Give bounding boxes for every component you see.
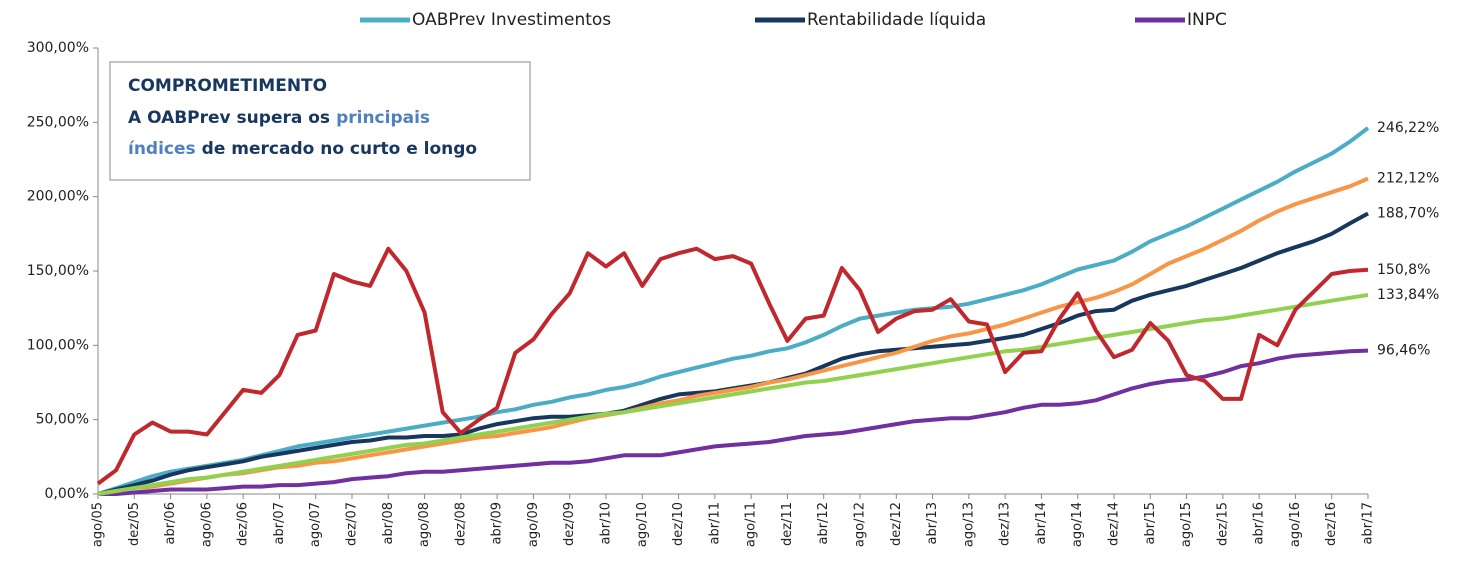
annotation-title: COMPROMETIMENTO — [128, 76, 327, 96]
x-tick-label: ago/07 — [308, 502, 323, 547]
x-tick-label: dez/10 — [671, 502, 686, 546]
annotation-text: de mercado no curto e longo — [202, 139, 477, 159]
series-line — [98, 348, 1369, 496]
series-line — [96, 246, 1369, 486]
y-tick-label: 200,00% — [27, 189, 89, 205]
series-line — [97, 126, 1370, 496]
x-tick-label: ago/11 — [744, 502, 759, 547]
x-tick-label: ago/08 — [417, 502, 432, 547]
legend-label: INPC — [1187, 10, 1227, 30]
x-tick-label: dez/13 — [998, 502, 1013, 546]
end-label: 150,8% — [1377, 262, 1430, 278]
y-tick-label: 250,00% — [27, 114, 89, 130]
x-tick-label: ago/15 — [1179, 502, 1194, 547]
end-label: 246,22% — [1377, 120, 1439, 136]
x-tick-label: ago/12 — [853, 502, 868, 547]
x-tick-label: dez/08 — [453, 502, 468, 546]
annotation-line: índices de mercado no curto e longo — [128, 139, 477, 159]
x-tick-label: ago/09 — [526, 502, 541, 547]
end-label: 96,46% — [1377, 343, 1430, 359]
legend-label: Rentabilidade líquida — [807, 10, 986, 30]
legend-label: OABPrev Investimentos — [412, 10, 611, 30]
x-tick-label: dez/11 — [780, 502, 795, 546]
y-tick-label: 0,00% — [45, 486, 89, 502]
x-tick-label: abr/13 — [925, 502, 940, 545]
x-tick-label: dez/14 — [1107, 502, 1122, 546]
end-label: 188,70% — [1377, 205, 1439, 221]
x-tick-label: abr/15 — [1143, 502, 1158, 545]
y-tick-label: 300,00% — [27, 40, 89, 56]
x-tick-label: abr/07 — [272, 502, 287, 545]
x-tick-label: dez/05 — [127, 502, 142, 546]
y-tick-label: 50,00% — [36, 412, 89, 428]
x-tick-label: dez/09 — [562, 502, 577, 546]
x-tick-label: abr/08 — [381, 502, 396, 545]
x-tick-label: ago/14 — [1070, 502, 1085, 547]
series-line — [97, 176, 1369, 496]
annotation-highlight: principais — [336, 108, 430, 128]
x-tick-label: abr/17 — [1361, 502, 1376, 545]
x-tick-label: abr/11 — [707, 502, 722, 545]
annotation-box — [109, 61, 531, 181]
x-tick-label: dez/06 — [236, 502, 251, 546]
end-label: 133,84% — [1377, 287, 1439, 303]
x-tick-label: dez/15 — [1215, 502, 1230, 546]
x-tick-label: ago/13 — [961, 502, 976, 547]
y-tick-label: 100,00% — [27, 337, 89, 353]
x-tick-label: abr/16 — [1252, 502, 1267, 545]
x-tick-label: ago/16 — [1288, 502, 1303, 547]
x-tick-label: abr/12 — [816, 502, 831, 545]
x-tick-label: ago/06 — [199, 502, 214, 547]
series-line — [97, 293, 1369, 496]
annotation-highlight: índices — [128, 139, 196, 159]
x-tick-label: dez/12 — [889, 502, 904, 546]
x-tick-label: dez/07 — [345, 502, 360, 546]
y-tick-label: 150,00% — [27, 263, 89, 279]
x-tick-label: ago/10 — [635, 502, 650, 547]
x-tick-label: abr/06 — [163, 502, 178, 545]
annotation-line: A OABPrev supera os principais — [128, 108, 430, 128]
x-tick-label: abr/10 — [599, 502, 614, 545]
annotation-text: A OABPrev supera os — [128, 108, 330, 128]
x-tick-label: abr/09 — [490, 502, 505, 545]
x-tick-label: ago/05 — [91, 502, 106, 547]
x-tick-label: dez/16 — [1324, 502, 1339, 546]
end-label: 212,12% — [1377, 171, 1439, 187]
x-tick-label: abr/14 — [1034, 502, 1049, 545]
